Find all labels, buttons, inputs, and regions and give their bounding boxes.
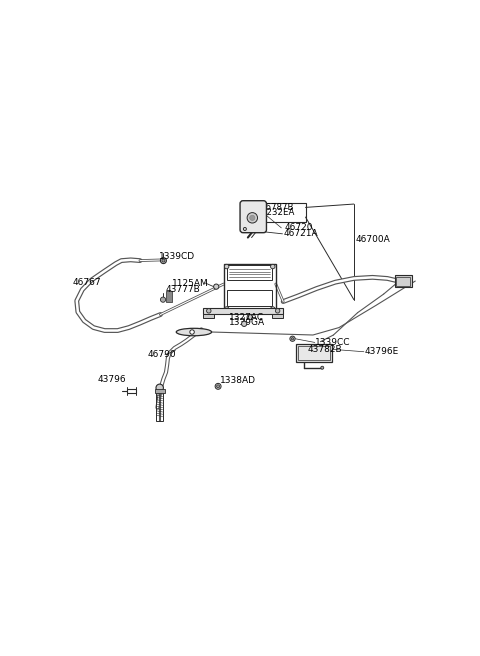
Circle shape xyxy=(271,307,275,311)
Text: 1339CC: 1339CC xyxy=(315,338,350,347)
Text: 46721A: 46721A xyxy=(283,230,318,238)
Circle shape xyxy=(271,264,275,269)
Bar xyxy=(396,277,410,285)
Text: 46720: 46720 xyxy=(284,223,313,232)
Circle shape xyxy=(241,321,247,327)
Bar xyxy=(155,389,165,393)
Circle shape xyxy=(290,336,295,341)
Bar xyxy=(228,266,272,280)
Bar xyxy=(272,314,283,318)
Circle shape xyxy=(247,314,252,319)
Text: 46787B: 46787B xyxy=(261,203,294,212)
Bar xyxy=(156,391,163,420)
Circle shape xyxy=(321,366,324,369)
Circle shape xyxy=(225,264,229,269)
Bar xyxy=(224,264,276,312)
Bar xyxy=(395,276,411,287)
Bar xyxy=(127,389,136,394)
Text: 46790: 46790 xyxy=(147,350,176,359)
Text: 43796: 43796 xyxy=(97,375,126,384)
Circle shape xyxy=(276,308,280,313)
FancyBboxPatch shape xyxy=(240,201,266,233)
Circle shape xyxy=(190,330,194,335)
Text: 43777B: 43777B xyxy=(166,285,201,294)
Circle shape xyxy=(160,297,166,302)
Bar xyxy=(259,203,305,222)
Bar xyxy=(296,344,332,362)
Text: 43782B: 43782B xyxy=(307,344,342,354)
Text: 1232EA: 1232EA xyxy=(261,208,294,217)
Circle shape xyxy=(225,307,229,311)
Bar xyxy=(166,291,172,302)
Circle shape xyxy=(160,258,167,264)
Bar xyxy=(298,346,330,360)
Circle shape xyxy=(214,284,219,289)
Text: 1327AC: 1327AC xyxy=(229,313,264,322)
Text: 1339GA: 1339GA xyxy=(229,318,265,327)
Bar xyxy=(203,314,215,318)
Circle shape xyxy=(206,308,211,313)
Circle shape xyxy=(215,383,221,389)
Text: 1125AM: 1125AM xyxy=(172,279,208,288)
Ellipse shape xyxy=(176,328,212,336)
Text: 46700A: 46700A xyxy=(356,235,391,244)
Circle shape xyxy=(156,384,163,392)
Bar xyxy=(228,289,272,306)
Circle shape xyxy=(291,338,294,340)
Circle shape xyxy=(250,215,255,220)
Circle shape xyxy=(247,213,258,223)
Text: 46767: 46767 xyxy=(73,277,102,287)
Text: 1339CD: 1339CD xyxy=(158,252,195,260)
Circle shape xyxy=(162,259,165,262)
Text: 43796E: 43796E xyxy=(365,347,399,356)
Circle shape xyxy=(216,385,219,388)
Text: 1338AD: 1338AD xyxy=(220,377,256,385)
Bar xyxy=(203,308,283,314)
